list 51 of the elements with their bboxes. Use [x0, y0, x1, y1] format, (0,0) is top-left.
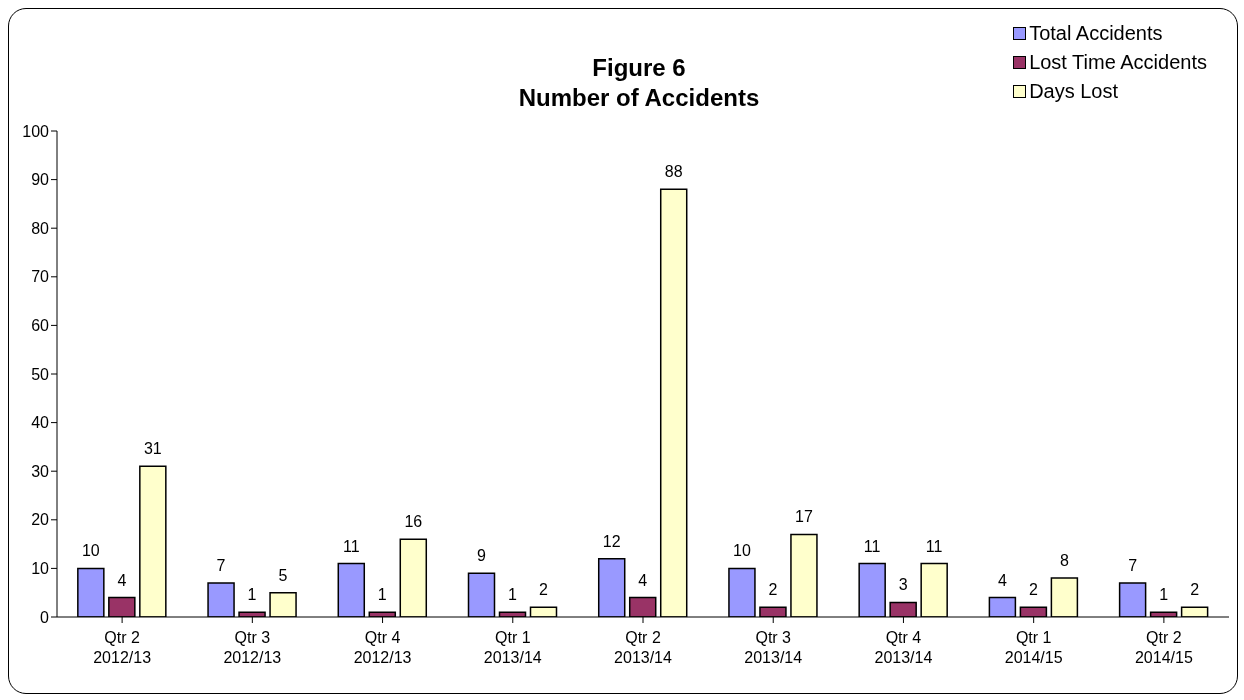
data-label: 7 [216, 556, 226, 574]
y-tick-label: 50 [31, 365, 50, 383]
data-label: 12 [602, 532, 621, 550]
legend-label: Total Accidents [1029, 22, 1163, 45]
data-label: 31 [143, 440, 162, 458]
data-label: 10 [81, 542, 100, 560]
data-label: 2 [1028, 581, 1038, 599]
data-label: 1 [377, 586, 387, 604]
legend-label: Days Lost [1029, 80, 1119, 103]
data-label: 8 [1059, 552, 1069, 570]
x-tick-label: Qtr 2 2013/14 [614, 629, 673, 666]
x-tick-label: Qtr 1 2013/14 [483, 629, 542, 666]
data-label: 5 [278, 566, 288, 584]
data-label: 4 [997, 571, 1007, 589]
data-label: 2 [768, 581, 778, 599]
legend-label: Lost Time Accidents [1029, 51, 1207, 74]
data-label: 1 [247, 586, 257, 604]
y-tick-label: 0 [40, 608, 50, 626]
data-label: 17 [795, 508, 813, 526]
data-label: 9 [477, 547, 487, 565]
y-tick-label: 30 [31, 462, 50, 480]
data-label: 1 [508, 586, 518, 604]
data-label: 4 [117, 571, 127, 589]
y-tick-label: 100 [22, 122, 50, 140]
y-tick-label: 60 [31, 317, 50, 335]
x-tick-label: Qtr 2 2012/13 [93, 629, 152, 666]
y-tick-label: 10 [31, 560, 50, 578]
data-label: 11 [342, 537, 360, 555]
data-label: 11 [863, 537, 881, 555]
data-label: 1 [1159, 586, 1169, 604]
data-label: 11 [925, 537, 943, 555]
y-tick-label: 90 [31, 171, 50, 189]
data-label: 16 [404, 513, 423, 531]
x-tick-label: Qtr 2 2014/15 [1134, 629, 1193, 666]
x-tick-label: Qtr 3 2012/13 [223, 629, 282, 666]
x-tick-label: Qtr 1 2014/15 [1004, 629, 1063, 666]
y-tick-label: 70 [31, 268, 50, 286]
chart-title: Figure 6 Number of Accidents [517, 53, 761, 113]
data-label: 2 [539, 581, 549, 599]
data-label: 4 [638, 571, 648, 589]
y-tick-label: 20 [31, 511, 50, 529]
data-label: 7 [1128, 556, 1138, 574]
x-tick-label: Qtr 4 2012/13 [353, 629, 412, 666]
data-label: 3 [898, 576, 908, 594]
data-label: 2 [1190, 581, 1200, 599]
x-tick-label: Qtr 3 2013/14 [744, 629, 803, 666]
x-tick-label: Qtr 4 2013/14 [874, 629, 933, 666]
y-tick-label: 40 [31, 414, 50, 432]
data-label: 10 [733, 542, 751, 560]
y-tick-label: 80 [31, 219, 50, 237]
data-label: 88 [664, 163, 683, 181]
